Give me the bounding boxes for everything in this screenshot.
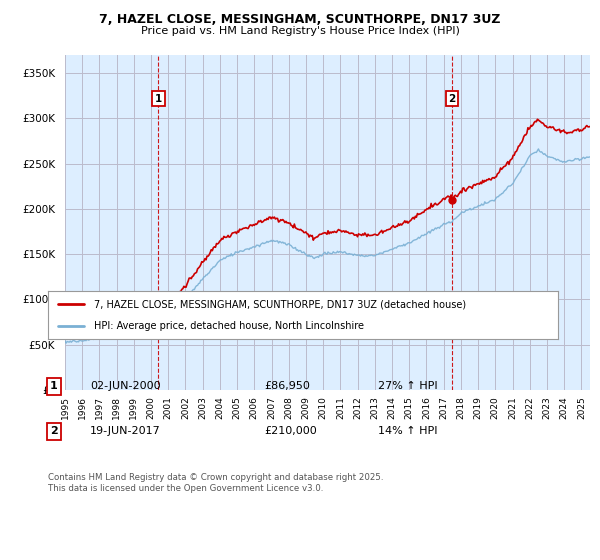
Text: 7, HAZEL CLOSE, MESSINGHAM, SCUNTHORPE, DN17 3UZ: 7, HAZEL CLOSE, MESSINGHAM, SCUNTHORPE, … [99,13,501,26]
Text: HPI: Average price, detached house, North Lincolnshire: HPI: Average price, detached house, Nort… [94,321,364,331]
Text: 27% ↑ HPI: 27% ↑ HPI [378,381,437,391]
Text: 1: 1 [50,381,58,391]
Text: 19-JUN-2017: 19-JUN-2017 [90,426,161,436]
Text: 2: 2 [448,94,455,104]
Text: 14% ↑ HPI: 14% ↑ HPI [378,426,437,436]
Text: Price paid vs. HM Land Registry's House Price Index (HPI): Price paid vs. HM Land Registry's House … [140,26,460,36]
Text: 7, HAZEL CLOSE, MESSINGHAM, SCUNTHORPE, DN17 3UZ (detached house): 7, HAZEL CLOSE, MESSINGHAM, SCUNTHORPE, … [94,299,466,309]
Text: 1: 1 [155,94,162,104]
Text: £86,950: £86,950 [264,381,310,391]
Text: 2: 2 [50,426,58,436]
Text: Contains HM Land Registry data © Crown copyright and database right 2025.
This d: Contains HM Land Registry data © Crown c… [48,473,383,493]
Text: £210,000: £210,000 [264,426,317,436]
Text: 02-JUN-2000: 02-JUN-2000 [90,381,161,391]
